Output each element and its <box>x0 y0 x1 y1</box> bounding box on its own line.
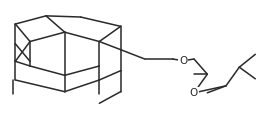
Text: O: O <box>179 56 187 66</box>
Text: O: O <box>190 88 198 98</box>
